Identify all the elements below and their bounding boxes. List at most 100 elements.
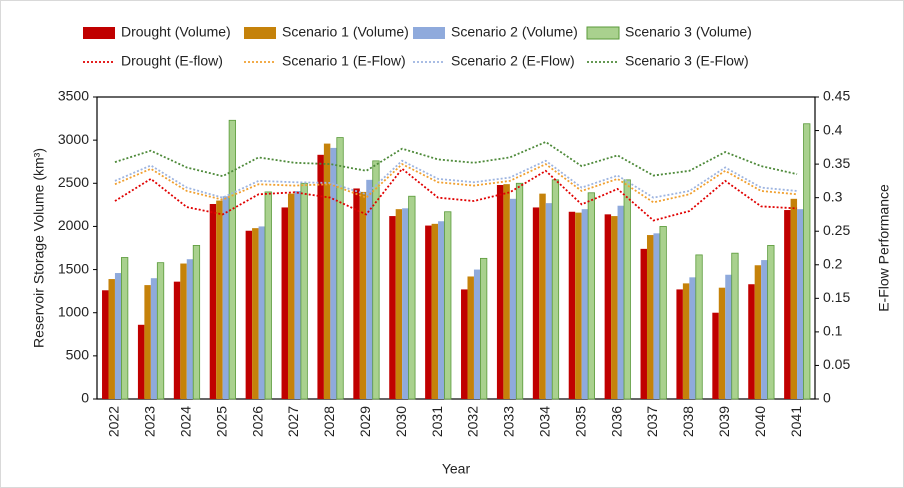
- x-axis-label: Year: [442, 461, 471, 477]
- e-flow-line: [114, 140, 798, 178]
- bar: [695, 254, 703, 400]
- legend-label: Scenario 3 (Volume): [625, 24, 752, 40]
- y2-tick-label: 0.15: [823, 289, 850, 305]
- x-tick-label: 2037: [644, 406, 660, 437]
- bar: [496, 185, 504, 399]
- bar: [264, 191, 272, 400]
- x-tick-label: 2040: [752, 406, 768, 437]
- x-tick-label: 2039: [716, 406, 732, 437]
- y-tick-label: 3000: [58, 131, 89, 147]
- x-tick-label: 2033: [501, 406, 517, 437]
- bar: [336, 137, 344, 400]
- x-tick-label: 2023: [142, 406, 158, 437]
- bar: [228, 119, 236, 400]
- bar: [581, 209, 589, 399]
- bar: [425, 225, 432, 399]
- bar: [676, 289, 683, 399]
- bar: [761, 260, 768, 399]
- legend-swatch: [586, 26, 620, 40]
- x-tick-label: 2027: [285, 406, 301, 437]
- y-tick-label: 500: [66, 347, 90, 363]
- bar: [467, 276, 474, 399]
- bar: [395, 209, 403, 399]
- bar: [623, 179, 631, 400]
- x-tick-label: 2028: [321, 406, 337, 437]
- bar: [156, 262, 165, 400]
- y2-tick-label: 0.2: [823, 255, 843, 271]
- y2-tick-label: 0.25: [823, 222, 850, 238]
- bar: [245, 230, 253, 399]
- x-tick-label: 2025: [213, 406, 229, 437]
- legend-label: Scenario 3 (E-Flow): [625, 53, 749, 69]
- x-tick-label: 2031: [429, 406, 445, 437]
- bar: [121, 257, 129, 400]
- y-tick-label: 0: [81, 390, 89, 406]
- bar: [545, 203, 553, 399]
- x-tick-label: 2029: [357, 406, 373, 437]
- bar: [767, 245, 775, 400]
- bar: [539, 193, 546, 399]
- legend-swatch: [83, 27, 115, 39]
- legend-label: Scenario 1 (Volume): [282, 24, 409, 40]
- bar: [568, 211, 576, 399]
- bar: [323, 143, 331, 399]
- bar: [389, 216, 396, 399]
- x-tick-label: 2030: [393, 406, 409, 437]
- bar: [532, 207, 540, 399]
- bar: [173, 281, 181, 399]
- bar: [725, 274, 732, 399]
- bar: [408, 195, 416, 400]
- bar: [287, 193, 295, 399]
- y2-tick-label: 0.35: [823, 155, 850, 171]
- bar: [604, 214, 612, 399]
- bar: [718, 287, 726, 399]
- bar: [431, 223, 439, 399]
- legend-swatch: [413, 27, 445, 39]
- bar: [611, 216, 618, 399]
- x-tick-label: 2036: [608, 406, 624, 437]
- bar: [137, 324, 145, 399]
- bar: [330, 147, 337, 399]
- bar: [300, 182, 308, 400]
- bar: [503, 184, 510, 399]
- x-tick-label: 2024: [177, 406, 193, 437]
- bar: [108, 279, 115, 399]
- bar: [186, 259, 194, 399]
- bar: [797, 209, 804, 399]
- x-tick-label: 2038: [680, 406, 696, 437]
- y-tick-label: 2500: [58, 174, 89, 190]
- y2-tick-label: 0.05: [823, 356, 850, 372]
- bar: [359, 191, 367, 399]
- bar: [653, 233, 660, 399]
- legend-label: Drought (E-flow): [121, 53, 223, 69]
- bar: [784, 210, 791, 399]
- x-tick-label: 2026: [249, 406, 265, 437]
- bar: [515, 182, 524, 400]
- bar: [180, 263, 187, 399]
- bar: [402, 208, 409, 399]
- bar: [444, 211, 452, 400]
- bar: [790, 198, 798, 399]
- x-tick-label: 2035: [572, 406, 588, 437]
- bar: [803, 123, 811, 400]
- bar: [209, 203, 217, 399]
- legend-label: Scenario 2 (E-Flow): [451, 53, 575, 69]
- y-axis-label: Reservoir Storage Volume (km³): [31, 148, 47, 348]
- bar: [473, 269, 481, 399]
- bar: [258, 226, 266, 399]
- y2-tick-label: 0.4: [823, 121, 843, 137]
- bar: [222, 196, 230, 399]
- y2-tick-label: 0.3: [823, 188, 843, 204]
- bar: [682, 283, 690, 399]
- bar: [480, 257, 488, 400]
- bar: [114, 273, 122, 399]
- bar: [748, 284, 755, 399]
- bar: [144, 285, 151, 399]
- bar: [587, 192, 595, 400]
- y-tick-label: 1000: [58, 303, 89, 319]
- x-tick-label: 2022: [106, 406, 122, 437]
- bar: [372, 160, 380, 400]
- x-tick-label: 2032: [465, 406, 481, 437]
